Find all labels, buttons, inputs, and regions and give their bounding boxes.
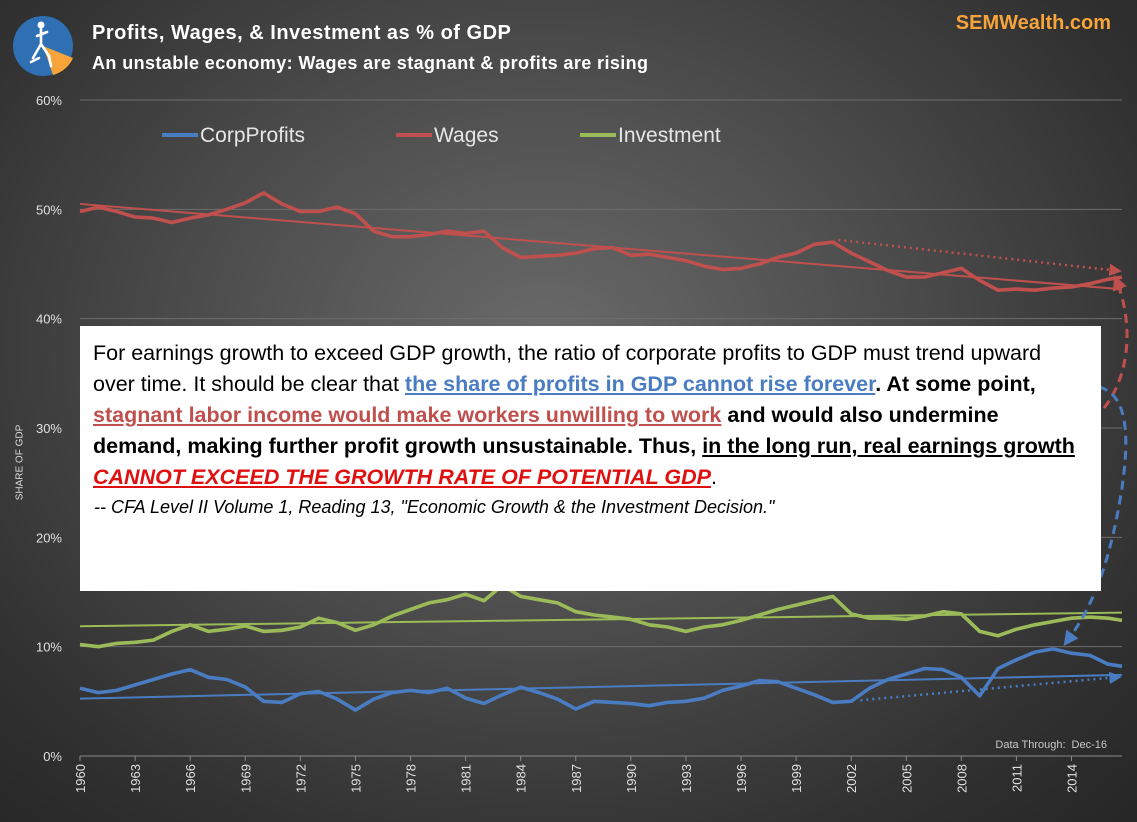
x-tick-label: 2008: [954, 764, 969, 793]
legend-label: Investment: [618, 124, 721, 147]
y-tick-label: 40%: [36, 312, 62, 327]
x-tick-label: 1981: [459, 764, 474, 793]
series-line-investment: [79, 583, 1123, 649]
semwealth-logo-icon: [13, 16, 73, 76]
legend-label: Wages: [434, 124, 499, 147]
x-tick-label: 2011: [1009, 764, 1024, 792]
x-tick-label: 1990: [624, 764, 639, 793]
y-axis-label: SHARE OF GDP: [14, 424, 26, 501]
x-tick-label: 1969: [238, 764, 253, 793]
y-tick-label: 0%: [43, 749, 62, 764]
x-tick-label: 1978: [404, 764, 419, 793]
quote-highlight-cannot: CANNOT EXCEED THE GROWTH RATE OF POTENTI…: [93, 465, 711, 489]
x-tick-label: 1963: [128, 764, 143, 793]
x-tick-label: 2005: [899, 764, 914, 793]
trend-line-investment: [79, 611, 1123, 628]
data-through-value: Dec-16: [1071, 739, 1107, 751]
quote-highlight-longrun: in the long run, real earnings growth: [702, 434, 1075, 458]
series-line-wages: [79, 191, 1123, 293]
y-tick-label: 30%: [36, 421, 62, 436]
series-line-corpprofits: [79, 647, 1123, 712]
quote-citation: -- CFA Level II Volume 1, Reading 13, "E…: [94, 497, 775, 517]
brand-label: SEMWealth.com: [955, 12, 1111, 34]
quote-highlight-profits: the share of profits in GDP cannot rise …: [404, 372, 876, 396]
quote-text: For earnings growth to exceed GDP growth…: [93, 338, 1087, 493]
legend-label: CorpProfits: [200, 124, 305, 147]
quote-part-a: For earnings growth to exceed GDP growth…: [93, 341, 1042, 396]
y-tick-label: 10%: [36, 640, 62, 655]
x-tick-label: 1987: [569, 764, 584, 793]
x-tick-label: 1993: [679, 764, 694, 793]
x-tick-label: 1975: [348, 764, 363, 793]
y-tick-label: 50%: [36, 202, 62, 217]
profits-callout-arrow: [1063, 384, 1128, 647]
y-tick-label: 20%: [36, 530, 62, 545]
quote-box: For earnings growth to exceed GDP growth…: [80, 326, 1101, 591]
trend-line-corpprofits: [79, 673, 1123, 700]
x-tick-label: 1999: [789, 764, 804, 793]
chart-subtitle: An unstable economy: Wages are stagnant …: [92, 53, 649, 73]
wages-trend-arrow: [838, 238, 1122, 277]
quote-highlight-labor: stagnant labor income would make workers…: [93, 403, 722, 427]
profits-trend-arrow: [860, 671, 1122, 702]
quote-period: .: [710, 465, 717, 489]
y-axis-label-wrap: SHARE OF GDP: [10, 425, 28, 505]
quote-part-c: and would also undermine demand, making …: [93, 403, 999, 458]
x-tick-label: 1972: [293, 764, 308, 793]
quote-part-b: . At some point,: [875, 372, 1036, 396]
x-tick-label: 1966: [183, 764, 198, 793]
chart-title: Profits, Wages, & Investment as % of GDP: [92, 22, 512, 44]
x-tick-label: 1984: [514, 764, 529, 793]
x-tick-label: 2002: [844, 764, 859, 793]
x-tick-label: 1960: [73, 764, 88, 793]
x-tick-label: 2014: [1065, 764, 1080, 793]
x-tick-label: 1996: [734, 764, 749, 793]
y-tick-label: 60%: [36, 93, 62, 108]
data-through-label: Data Through:: [995, 739, 1066, 751]
data-through-note: Data Through: Dec-16: [995, 739, 1107, 751]
